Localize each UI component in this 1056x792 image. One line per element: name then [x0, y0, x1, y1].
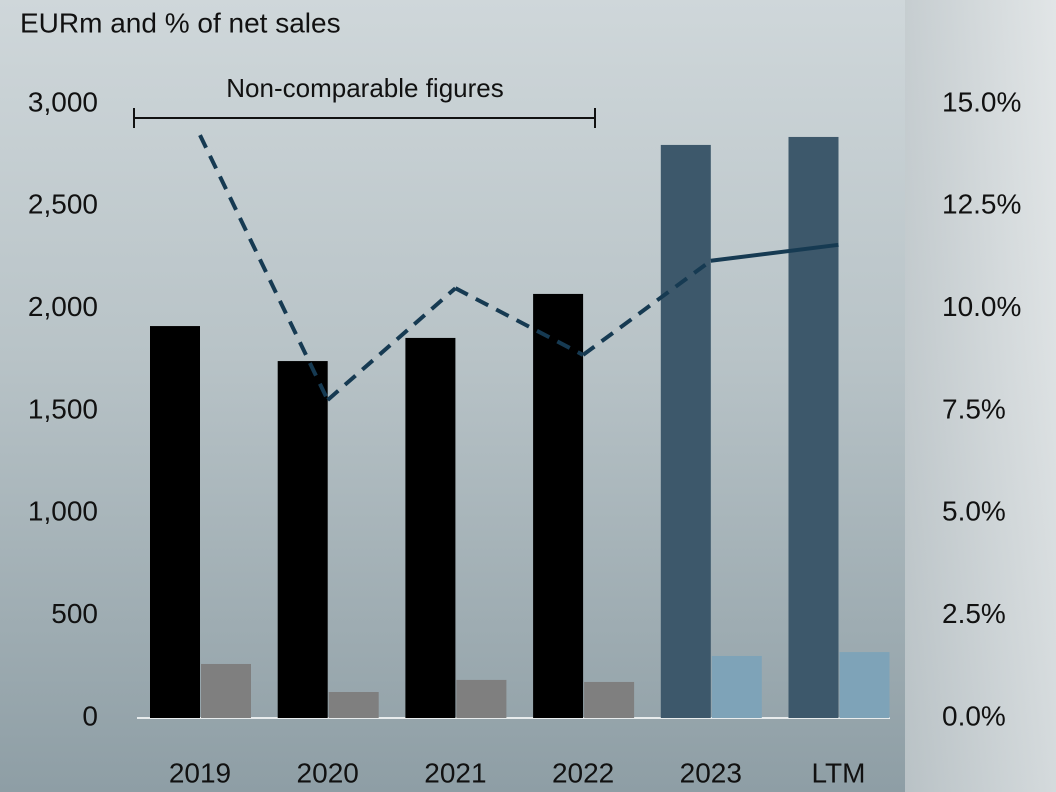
- x-tick-label: 2020: [297, 757, 359, 788]
- bar: [533, 293, 584, 718]
- y2-tick-label: 12.5%: [942, 189, 1021, 220]
- y-tick-label: 3,000: [28, 86, 98, 117]
- x-tick-label: 2021: [424, 757, 486, 788]
- chart-title: EURm and % of net sales: [20, 7, 341, 38]
- bar: [150, 326, 200, 718]
- annotation: Non-comparable figures: [226, 73, 503, 103]
- line-segment: [454, 286, 585, 357]
- line-segment: [581, 259, 712, 357]
- x-tick-label: 2023: [680, 757, 742, 788]
- bar: [456, 679, 507, 718]
- bar: [788, 136, 839, 718]
- line-segment: [326, 286, 457, 402]
- y2-tick-label: 15.0%: [942, 86, 1021, 117]
- line-segment: [710, 242, 839, 263]
- bar: [277, 361, 328, 718]
- x-tick-label: 2019: [169, 757, 231, 788]
- x-tick-label: 2022: [552, 757, 614, 788]
- ship-hull: [905, 0, 1056, 792]
- y2-tick-label: 10.0%: [942, 291, 1021, 322]
- annotation-bracket: [133, 108, 596, 128]
- y-tick-label: 2,000: [28, 291, 98, 322]
- bar: [839, 652, 890, 718]
- x-tick-label: LTM: [812, 757, 866, 788]
- y2-tick-label: 7.5%: [942, 393, 1006, 424]
- bar: [201, 663, 251, 718]
- bar: [405, 337, 456, 718]
- y2-tick-label: 5.0%: [942, 496, 1006, 527]
- y2-tick-label: 0.0%: [942, 700, 1006, 731]
- y-tick-label: 0: [82, 700, 98, 731]
- y-tick-label: 2,500: [28, 189, 98, 220]
- y-tick-label: 1,500: [28, 393, 98, 424]
- bar: [328, 692, 379, 718]
- y-tick-label: 1,000: [28, 496, 98, 527]
- y2-tick-label: 2.5%: [942, 598, 1006, 629]
- line-segment: [198, 134, 330, 401]
- bar: [660, 144, 711, 718]
- bar: [711, 655, 762, 718]
- bar: [584, 681, 635, 718]
- y-tick-label: 500: [51, 598, 98, 629]
